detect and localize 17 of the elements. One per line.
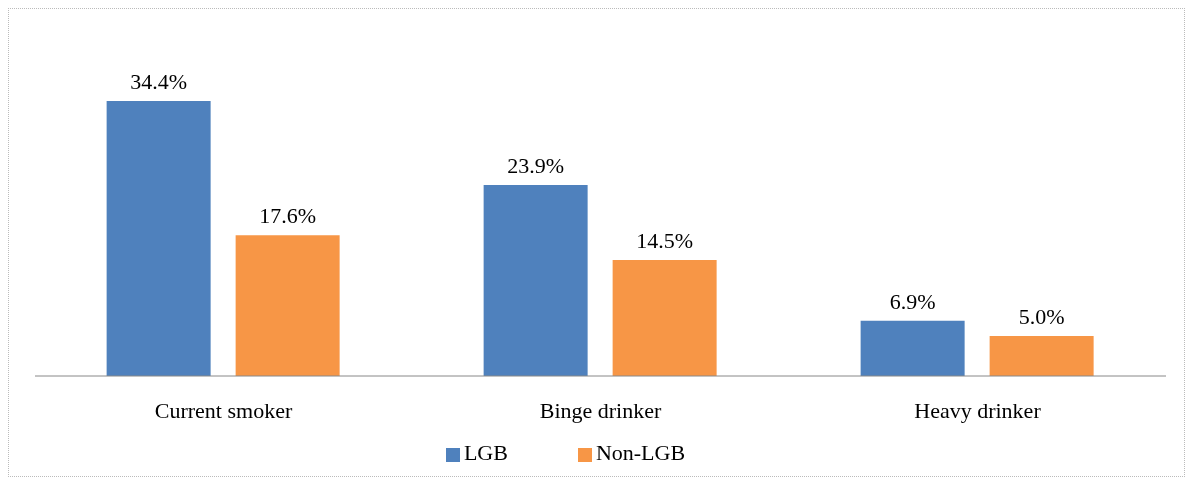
data-label: 23.9% — [507, 152, 565, 178]
legend-label: LGB — [463, 440, 508, 465]
bar — [612, 260, 717, 376]
data-label: 14.5% — [636, 228, 694, 254]
bar — [235, 235, 340, 376]
data-label: 17.6% — [259, 203, 317, 229]
data-label: 5.0% — [1018, 304, 1065, 330]
x-tick-label: Heavy drinker — [914, 397, 1042, 423]
bar — [989, 336, 1094, 376]
data-label: 34.4% — [130, 69, 188, 94]
x-tick-label: Current smoker — [154, 397, 293, 423]
bar — [106, 101, 211, 376]
x-tick-label: Binge drinker — [539, 397, 662, 423]
legend-label: Non-LGB — [595, 440, 686, 465]
bar — [483, 184, 588, 376]
bar — [860, 320, 965, 376]
data-label: 6.9% — [889, 288, 936, 314]
